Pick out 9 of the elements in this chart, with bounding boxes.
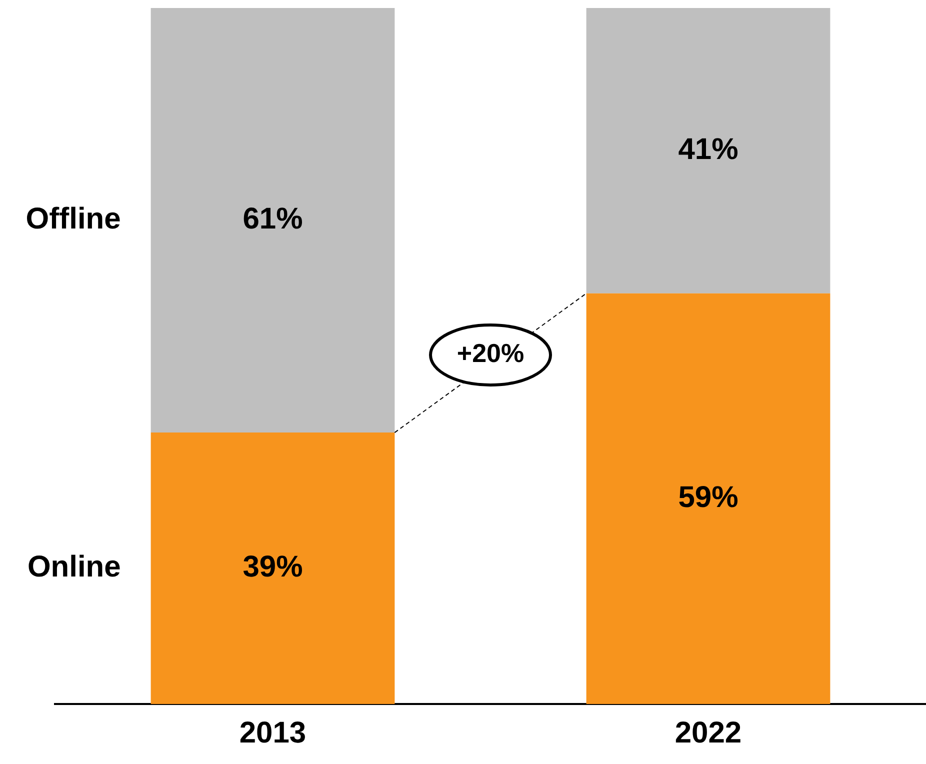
data-label: 61%	[242, 202, 303, 236]
x-tick-label: 2013	[239, 716, 306, 750]
annotation: +20%	[456, 338, 524, 368]
series-label: Offline	[26, 202, 121, 236]
data-label: 59%	[678, 480, 738, 514]
data-label: 41%	[678, 132, 738, 166]
data-label: 39%	[242, 550, 303, 584]
series-label: Online	[27, 550, 121, 584]
x-tick-label: 2022	[674, 716, 742, 750]
